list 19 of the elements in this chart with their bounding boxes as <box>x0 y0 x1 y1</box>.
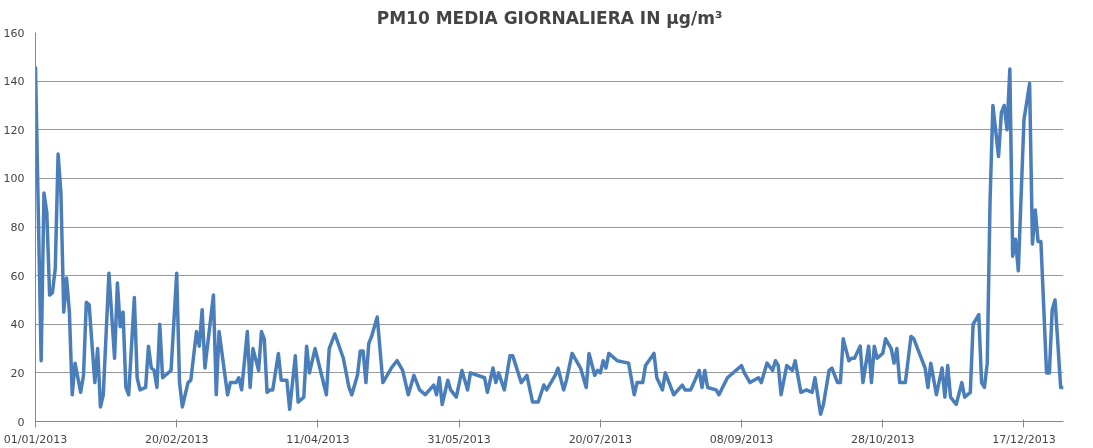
y-tick-label: 0 <box>17 415 25 429</box>
y-tick-label: 80 <box>10 221 25 234</box>
x-tick-label: 17/12/2013 <box>992 432 1056 446</box>
y-tick-label: 60 <box>10 269 25 283</box>
y-tick-label: 140 <box>3 75 25 89</box>
y-tick-label: 100 <box>3 172 25 186</box>
y-tick-label: 120 <box>3 123 25 137</box>
y-tick-label: 160 <box>3 26 25 40</box>
line-series <box>35 64 1064 416</box>
x-tick-label: 01/01/2013 <box>3 432 68 446</box>
y-tick-label: 20 <box>10 366 25 380</box>
chart-title: PM10 MEDIA GIORNALIERA IN µg/m³ <box>376 7 723 28</box>
x-tick-label: 20/07/2013 <box>568 432 633 446</box>
x-tick-label: 31/05/2013 <box>427 432 491 446</box>
x-tick-label: 20/02/2013 <box>145 432 209 446</box>
x-tick-label: 28/10/2013 <box>851 432 915 446</box>
x-tick-label: 08/09/2013 <box>709 432 774 446</box>
x-tick-label: 11/04/2013 <box>286 432 350 446</box>
y-tick-label: 40 <box>10 318 25 332</box>
